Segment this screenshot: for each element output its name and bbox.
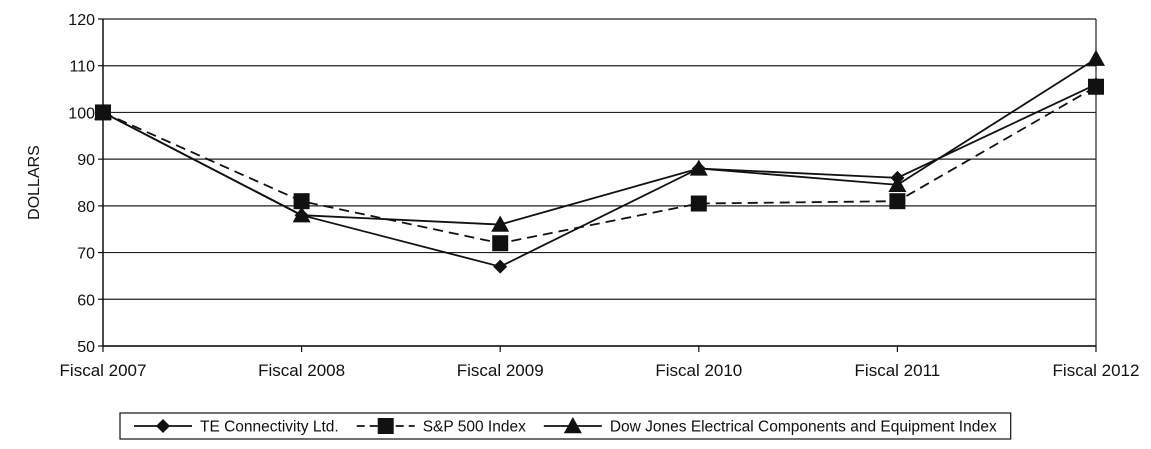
y-tick-label: 60 xyxy=(77,292,95,309)
series-square xyxy=(95,78,1104,252)
series-layer xyxy=(94,49,1105,274)
grid-layer xyxy=(103,18,1096,347)
data-point-triangle xyxy=(1087,49,1105,66)
series-line-diamond xyxy=(102,83,1097,268)
data-point-square xyxy=(889,193,906,210)
x-tick-label: Fiscal 2008 xyxy=(258,361,345,380)
series-line-triangle xyxy=(102,57,1097,226)
legend: TE Connectivity Ltd. S&P 500 Index Dow Jon… xyxy=(119,412,1012,440)
legend-label: Dow Jones Electrical Components and Equi… xyxy=(610,419,997,436)
y-tick-label: 80 xyxy=(77,199,95,216)
labels-layer: 50 60 70 80 90 100 110 120 Fiscal 2007 Fiscal 200… xyxy=(26,12,1139,380)
data-point-square xyxy=(492,235,509,252)
data-point-square xyxy=(690,195,707,212)
legend-marker-square xyxy=(377,418,394,434)
data-point-diamond xyxy=(493,259,508,274)
y-tick-label: 50 xyxy=(77,339,95,356)
y-axis-label: DOLLARS xyxy=(26,145,43,220)
data-point-square xyxy=(1088,78,1104,95)
series-line-square xyxy=(102,85,1097,245)
legend-marker-diamond xyxy=(156,419,170,433)
series-triangle xyxy=(94,49,1105,232)
legend-label: S&P 500 Index xyxy=(423,419,526,436)
data-point-square xyxy=(293,193,310,210)
x-tick-label: Fiscal 2012 xyxy=(1053,361,1140,380)
y-tick-label: 120 xyxy=(68,12,95,29)
x-tick-label: Fiscal 2011 xyxy=(855,361,941,380)
legend-label: TE Connectivity Ltd. xyxy=(200,419,339,436)
data-point-triangle xyxy=(888,175,907,193)
y-tick-label: 70 xyxy=(77,246,95,263)
x-tick-label: Fiscal 2007 xyxy=(60,361,147,380)
legend-box xyxy=(119,412,1012,440)
y-tick-label: 90 xyxy=(77,152,95,169)
axes-layer xyxy=(98,18,1097,352)
data-point-triangle xyxy=(292,206,311,223)
x-tick-label: Fiscal 2010 xyxy=(655,361,742,380)
y-tick-label: 110 xyxy=(69,59,95,76)
x-tick-label: Fiscal 2009 xyxy=(457,361,544,380)
legend-item: TE Connectivity Ltd. xyxy=(134,419,339,436)
data-point-triangle xyxy=(689,159,708,176)
y-tick-label: 100 xyxy=(68,105,95,122)
data-point-triangle xyxy=(94,103,112,120)
series-diamond xyxy=(96,77,1103,274)
legend-item: S&P 500 Index xyxy=(356,418,526,436)
data-point-triangle xyxy=(491,215,510,232)
legend-item: Dow Jones Electrical Components and Equi… xyxy=(543,417,997,436)
legend-marker-triangle xyxy=(563,417,582,434)
